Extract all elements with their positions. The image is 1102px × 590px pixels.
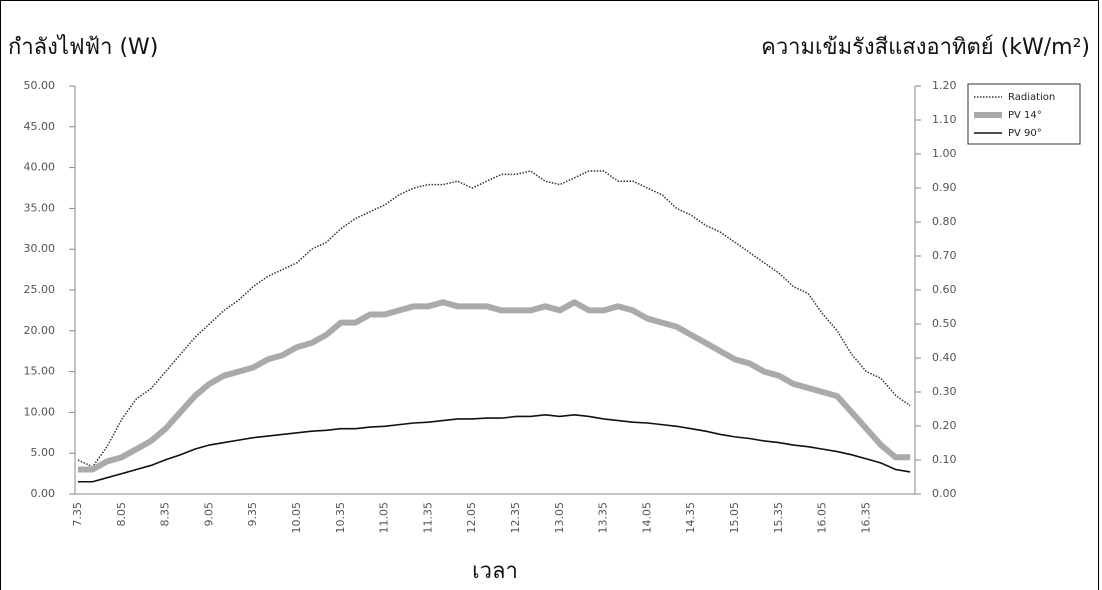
y-tick-label: 50.00 — [24, 79, 56, 92]
y2-tick-label: 0.40 — [932, 351, 957, 364]
x-tick-label: 16.05 — [816, 502, 829, 534]
legend-label: PV 14° — [1008, 110, 1042, 121]
y2-tick-label: 0.20 — [932, 419, 957, 432]
x-tick-label: 12.35 — [509, 502, 522, 534]
x-tick-label: 8.35 — [159, 502, 172, 527]
series-line — [78, 299, 911, 473]
y-tick-label: 40.00 — [24, 161, 56, 174]
x-tick-label: 15.05 — [728, 502, 741, 534]
x-tick-label: 10.05 — [290, 502, 303, 534]
y-axis-title: กำลังไฟฟ้า (W) — [8, 34, 158, 60]
y-tick-label: 30.00 — [24, 242, 56, 255]
y-tick-label: 45.00 — [24, 120, 56, 133]
x-axis-title: เวลา — [472, 559, 518, 584]
y2-tick-label: 1.20 — [932, 79, 957, 92]
y-tick-label: 5.00 — [31, 446, 56, 459]
x-tick-label: 15.35 — [772, 502, 785, 534]
y2-tick-label: 0.10 — [932, 453, 957, 466]
y-tick-label: 10.00 — [24, 405, 56, 418]
y2-tick-label: 0.60 — [932, 283, 957, 296]
x-tick-label: 14.35 — [684, 502, 697, 534]
y-tick-label: 35.00 — [24, 201, 56, 214]
y2-tick-label: 0.50 — [932, 317, 957, 330]
y2-tick-label: 0.30 — [932, 385, 957, 398]
x-tick-label: 11.35 — [421, 502, 434, 534]
x-tick-label: 7.35 — [71, 502, 84, 527]
y2-tick-label: 0.90 — [932, 181, 957, 194]
y2-tick-label: 1.00 — [932, 147, 957, 160]
legend-label: Radiation — [1008, 92, 1055, 103]
x-tick-label: 11.05 — [378, 502, 391, 534]
y-tick-label: 20.00 — [24, 324, 56, 337]
y2-tick-label: 0.70 — [932, 249, 957, 262]
y-tick-label: 25.00 — [24, 283, 56, 296]
x-tick-label: 16.35 — [859, 502, 872, 534]
x-tick-label: 13.35 — [597, 502, 610, 534]
x-tick-label: 12.05 — [465, 502, 478, 534]
x-tick-label: 10.35 — [334, 502, 347, 534]
y2-axis-title: ความเข้มรังสีแสงอาทิตย์ (kW/m²) — [761, 35, 1090, 60]
x-tick-label: 9.35 — [246, 502, 259, 527]
x-tick-label: 9.05 — [202, 502, 215, 527]
y-tick-label: 15.00 — [24, 365, 56, 378]
x-tick-label: 13.05 — [553, 502, 566, 534]
series-line — [78, 414, 911, 483]
x-tick-label: 8.05 — [115, 502, 128, 527]
y2-tick-label: 1.10 — [932, 113, 957, 126]
y2-tick-label: 0.00 — [932, 487, 957, 500]
series-line — [77, 170, 911, 468]
y-tick-label: 0.00 — [31, 487, 56, 500]
x-tick-label: 14.05 — [640, 502, 653, 534]
y2-tick-label: 0.80 — [932, 215, 957, 228]
legend-label: PV 90° — [1008, 128, 1042, 139]
